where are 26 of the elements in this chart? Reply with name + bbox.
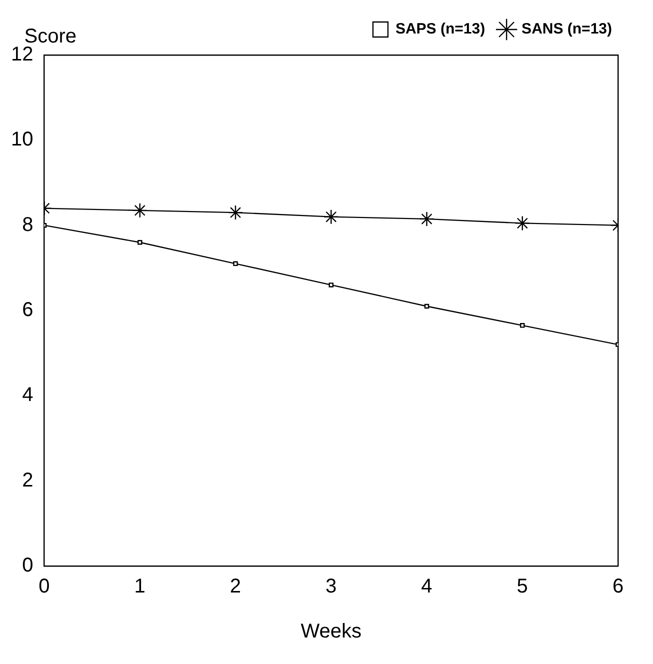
x-tick-label: 2 (230, 576, 242, 598)
point (138, 240, 142, 245)
x-tick-label: 1 (134, 576, 146, 598)
x-axis-title: Weeks (300, 620, 362, 643)
point (233, 261, 238, 266)
x-tick-label: 3 (326, 576, 337, 598)
x-tick-label: 0 (38, 576, 50, 598)
point (424, 304, 430, 309)
point (132, 202, 148, 218)
legend-label: SANS (n=13) (522, 20, 612, 38)
y-tick-label: 10 (10, 128, 34, 151)
y-tick-label: 4 (22, 384, 34, 406)
point (419, 211, 434, 227)
y-tick-label: 0 (22, 554, 34, 577)
y-tick-label: 6 (22, 299, 34, 322)
x-tick-label: 6 (612, 576, 624, 598)
point (324, 209, 339, 224)
x-tick-label: 5 (516, 576, 528, 598)
y-tick-label: 2 (22, 469, 34, 492)
x-tick-label: 4 (421, 576, 432, 598)
point (514, 216, 530, 231)
legend-label: SAPS (n=13) (395, 20, 486, 38)
point (328, 282, 334, 288)
y-tick-label: 8 (22, 214, 34, 236)
point (520, 323, 525, 328)
point (228, 204, 244, 220)
